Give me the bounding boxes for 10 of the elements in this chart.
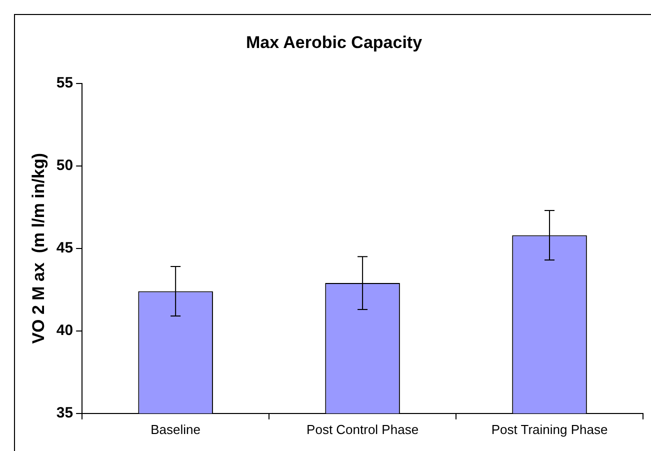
- y-tick-label: 55: [56, 74, 74, 92]
- y-tick-label: 45: [56, 240, 74, 257]
- chart-title: Max Aerobic Capacity: [246, 32, 423, 52]
- x-tick-label: Post Training Phase: [491, 422, 608, 437]
- y-tick-label: 40: [56, 322, 74, 340]
- y-tick-label: 35: [56, 404, 74, 422]
- y-tick-label: 50: [56, 157, 74, 174]
- y-axis-title: VO 2 M ax (m l/m in/kg): [28, 152, 48, 344]
- x-tick-label: Post Control Phase: [306, 422, 419, 437]
- x-tick-label: Baseline: [150, 422, 201, 437]
